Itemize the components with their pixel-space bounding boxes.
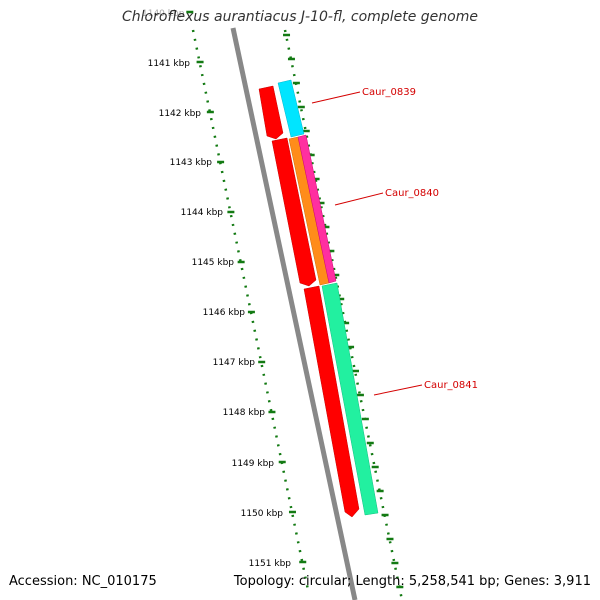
gene-arrow-red-1	[258, 85, 284, 140]
kbp-label: 1146 kbp	[203, 308, 246, 318]
kbp-label: 1150 kbp	[241, 509, 284, 519]
gene-block-cyan	[277, 79, 305, 138]
kbp-labels: 1140 kbp 1141 kbp 1142 kbp 1143 kbp 1144…	[142, 9, 291, 569]
map-title: Chloroflexus aurantiacus J-10-fl, comple…	[122, 9, 478, 25]
gene-arrow-red-2	[271, 137, 317, 287]
gene-block-mint	[321, 282, 379, 516]
callout-line-caur-0839	[311, 91, 361, 104]
callout-line-caur-0841	[373, 384, 423, 396]
kbp-label: 1140 kbp	[142, 9, 185, 19]
gene-label-caur-0840[interactable]: Caur_0840	[385, 188, 439, 199]
callout-line-caur-0840	[334, 192, 384, 206]
gene-label-caur-0841[interactable]: Caur_0841	[424, 380, 478, 391]
kbp-label: 1147 kbp	[213, 358, 256, 368]
kbp-label: 1141 kbp	[148, 59, 191, 69]
kbp-label: 1151 kbp	[249, 559, 292, 569]
gene-label-caur-0839[interactable]: Caur_0839	[362, 87, 416, 98]
gene-features	[258, 79, 379, 518]
accession-text: Accession: NC_010175	[9, 574, 157, 589]
kbp-label: 1143 kbp	[170, 158, 213, 168]
kbp-label: 1149 kbp	[232, 459, 275, 469]
kbp-label: 1148 kbp	[223, 408, 266, 418]
genome-backbone	[230, 27, 358, 600]
gene-block-magenta	[297, 134, 337, 284]
kbp-label: 1142 kbp	[159, 109, 202, 119]
gene-arrow-red-3	[303, 285, 360, 518]
gene-callouts: Caur_0839 Caur_0840 Caur_0841	[311, 87, 478, 396]
genome-summary-text: Topology: circular; Length: 5,258,541 bp…	[233, 574, 591, 589]
kbp-label: 1145 kbp	[192, 258, 235, 268]
kbp-label: 1144 kbp	[181, 208, 224, 218]
